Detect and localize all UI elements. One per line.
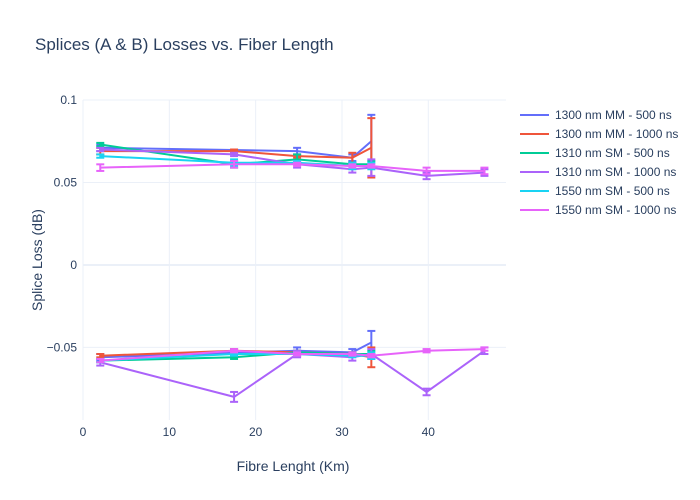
error-bar [367,353,376,359]
chart-title: Splices (A & B) Losses vs. Fiber Length [35,35,334,54]
error-bar [96,146,105,153]
legend-item[interactable]: 1550 nm SM - 500 ns [520,184,670,198]
legend-item[interactable]: 1550 nm SM - 1000 ns [520,203,676,217]
error-bar [96,163,105,172]
x-tick-label: 30 [335,425,349,439]
error-bar [230,160,239,169]
legend-item[interactable]: 1300 nm MM - 500 ns [520,108,672,122]
x-axis-title: Fibre Lenght (Km) [237,458,350,474]
legend-item[interactable]: 1310 nm SM - 1000 ns [520,165,676,179]
y-tick-label: 0 [70,258,77,272]
x-tick-label: 40 [422,425,436,439]
axis-ticks: 0 10 20 30 40 0.1 0.05 0 −0.05 [47,93,436,439]
error-bar [96,353,105,359]
error-bar [422,387,431,397]
series-line[interactable] [100,140,372,159]
legend-label: 1310 nm SM - 1000 ns [555,165,676,179]
series-layer [96,113,489,403]
legend[interactable]: 1300 nm MM - 500 ns 1300 nm MM - 1000 ns 1… [520,108,678,217]
error-bar [422,348,431,354]
x-tick-label: 20 [249,425,263,439]
error-bar [367,163,376,169]
x-tick-label: 10 [163,425,177,439]
error-bar [293,351,302,357]
x-tick-label: 0 [80,425,87,439]
error-bar [348,351,357,357]
y-tick-label: 0.05 [54,175,78,189]
error-bar [230,348,239,354]
error-bar [96,141,105,148]
error-bar [230,151,239,158]
legend-label: 1300 nm MM - 1000 ns [555,127,678,141]
error-bar [480,346,489,352]
error-bar [480,166,489,176]
legend-label: 1300 nm MM - 500 ns [555,108,672,122]
legend-label: 1310 nm SM - 500 ns [555,146,670,160]
series-6[interactable] [96,160,489,364]
y-axis-title: Splice Loss (dB) [29,209,45,311]
legend-label: 1550 nm SM - 500 ns [555,184,670,198]
legend-item[interactable]: 1310 nm SM - 500 ns [520,146,670,160]
legend-item[interactable]: 1300 nm MM - 1000 ns [520,127,678,141]
error-bar [230,390,239,403]
y-tick-label: −0.05 [47,340,78,354]
error-bar [96,153,105,159]
error-bar [293,161,302,167]
y-tick-label: 0.1 [60,93,77,107]
error-bar [422,166,431,176]
error-bar [96,357,105,364]
legend-label: 1550 nm SM - 1000 ns [555,203,676,217]
error-bar [348,163,357,169]
